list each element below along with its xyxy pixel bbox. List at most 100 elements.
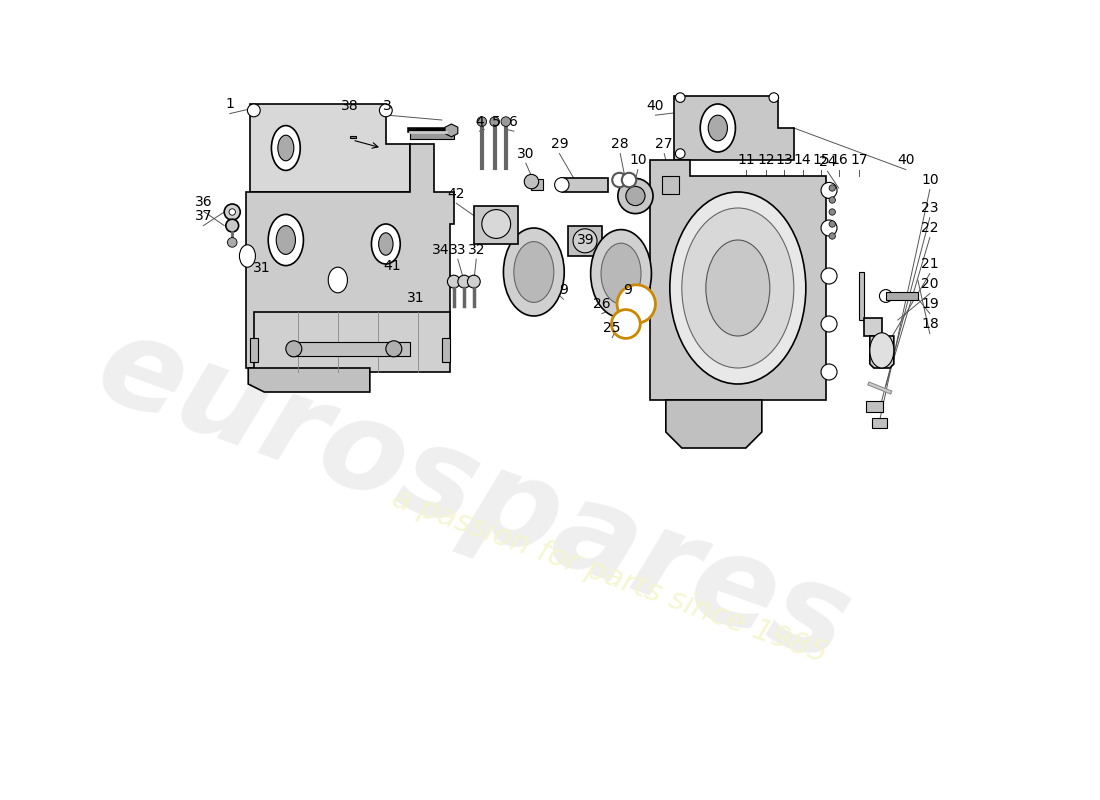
Ellipse shape xyxy=(617,285,656,323)
Circle shape xyxy=(829,221,835,227)
Text: 10: 10 xyxy=(629,153,647,167)
Circle shape xyxy=(829,209,835,215)
Ellipse shape xyxy=(278,135,294,161)
Text: 22: 22 xyxy=(921,221,938,235)
Text: 12: 12 xyxy=(757,153,774,167)
Text: 20: 20 xyxy=(921,277,938,291)
Circle shape xyxy=(829,185,835,191)
Polygon shape xyxy=(666,400,762,448)
Ellipse shape xyxy=(626,186,645,206)
Text: 38: 38 xyxy=(341,98,359,113)
Text: 9: 9 xyxy=(559,282,568,297)
Circle shape xyxy=(675,93,685,102)
FancyBboxPatch shape xyxy=(350,136,356,138)
Circle shape xyxy=(525,174,539,189)
Text: 39: 39 xyxy=(578,233,595,247)
FancyBboxPatch shape xyxy=(531,179,543,190)
Text: eurospares: eurospares xyxy=(81,304,866,688)
Text: 10: 10 xyxy=(921,173,938,187)
FancyBboxPatch shape xyxy=(662,176,680,194)
Text: 25: 25 xyxy=(604,321,622,335)
Text: 17: 17 xyxy=(850,153,868,167)
Circle shape xyxy=(226,219,239,232)
Ellipse shape xyxy=(573,229,597,253)
Polygon shape xyxy=(446,124,458,137)
Text: 29: 29 xyxy=(551,137,569,151)
FancyBboxPatch shape xyxy=(250,338,257,362)
Text: 16: 16 xyxy=(830,153,848,167)
Circle shape xyxy=(458,275,471,288)
Circle shape xyxy=(821,268,837,284)
Ellipse shape xyxy=(613,173,627,187)
Circle shape xyxy=(821,316,837,332)
Text: 27: 27 xyxy=(656,137,673,151)
Ellipse shape xyxy=(554,178,569,192)
Ellipse shape xyxy=(240,245,255,267)
Circle shape xyxy=(769,93,779,102)
Ellipse shape xyxy=(621,173,636,187)
Text: 14: 14 xyxy=(794,153,812,167)
Text: 40: 40 xyxy=(898,153,914,167)
Text: 1: 1 xyxy=(226,97,234,111)
Circle shape xyxy=(879,290,892,302)
FancyBboxPatch shape xyxy=(289,342,410,356)
Circle shape xyxy=(229,209,235,215)
Text: 42: 42 xyxy=(448,186,465,201)
Ellipse shape xyxy=(378,233,393,255)
Polygon shape xyxy=(245,144,454,368)
Ellipse shape xyxy=(328,267,348,293)
Ellipse shape xyxy=(670,192,806,384)
Ellipse shape xyxy=(701,104,736,152)
Text: 30: 30 xyxy=(517,146,535,161)
Text: 34: 34 xyxy=(431,242,449,257)
Circle shape xyxy=(829,197,835,203)
Ellipse shape xyxy=(504,228,564,316)
Ellipse shape xyxy=(272,126,300,170)
Ellipse shape xyxy=(268,214,304,266)
Text: 37: 37 xyxy=(195,209,212,223)
Polygon shape xyxy=(674,96,794,160)
Text: 40: 40 xyxy=(647,98,664,113)
FancyBboxPatch shape xyxy=(254,312,450,372)
Circle shape xyxy=(829,233,835,239)
FancyBboxPatch shape xyxy=(859,272,865,320)
Circle shape xyxy=(500,117,510,126)
FancyBboxPatch shape xyxy=(442,338,450,362)
Text: 5: 5 xyxy=(492,114,500,129)
Circle shape xyxy=(286,341,301,357)
Ellipse shape xyxy=(591,230,651,318)
Polygon shape xyxy=(249,368,370,392)
Ellipse shape xyxy=(870,333,894,368)
Text: 41: 41 xyxy=(384,258,402,273)
FancyBboxPatch shape xyxy=(474,206,518,244)
Ellipse shape xyxy=(708,115,727,141)
Text: 23: 23 xyxy=(921,201,938,215)
Circle shape xyxy=(821,364,837,380)
Text: 15: 15 xyxy=(812,153,829,167)
Circle shape xyxy=(448,275,460,288)
Text: 19: 19 xyxy=(921,297,938,311)
Text: 24: 24 xyxy=(818,154,836,169)
Text: 18: 18 xyxy=(921,317,938,331)
Ellipse shape xyxy=(682,208,794,368)
Circle shape xyxy=(224,204,240,220)
Text: 36: 36 xyxy=(195,194,212,209)
Text: 9: 9 xyxy=(623,282,631,297)
Polygon shape xyxy=(650,160,826,400)
FancyBboxPatch shape xyxy=(865,318,882,336)
Circle shape xyxy=(248,104,261,117)
Ellipse shape xyxy=(706,240,770,336)
Circle shape xyxy=(821,220,837,236)
Circle shape xyxy=(379,104,393,117)
Circle shape xyxy=(468,275,481,288)
Polygon shape xyxy=(870,336,894,368)
Circle shape xyxy=(477,117,486,126)
FancyBboxPatch shape xyxy=(410,131,454,139)
Text: 13: 13 xyxy=(776,153,793,167)
Ellipse shape xyxy=(601,243,641,304)
Text: 31: 31 xyxy=(407,290,425,305)
Ellipse shape xyxy=(618,178,653,214)
Ellipse shape xyxy=(372,224,400,264)
Text: 26: 26 xyxy=(593,297,611,311)
FancyBboxPatch shape xyxy=(872,418,887,428)
